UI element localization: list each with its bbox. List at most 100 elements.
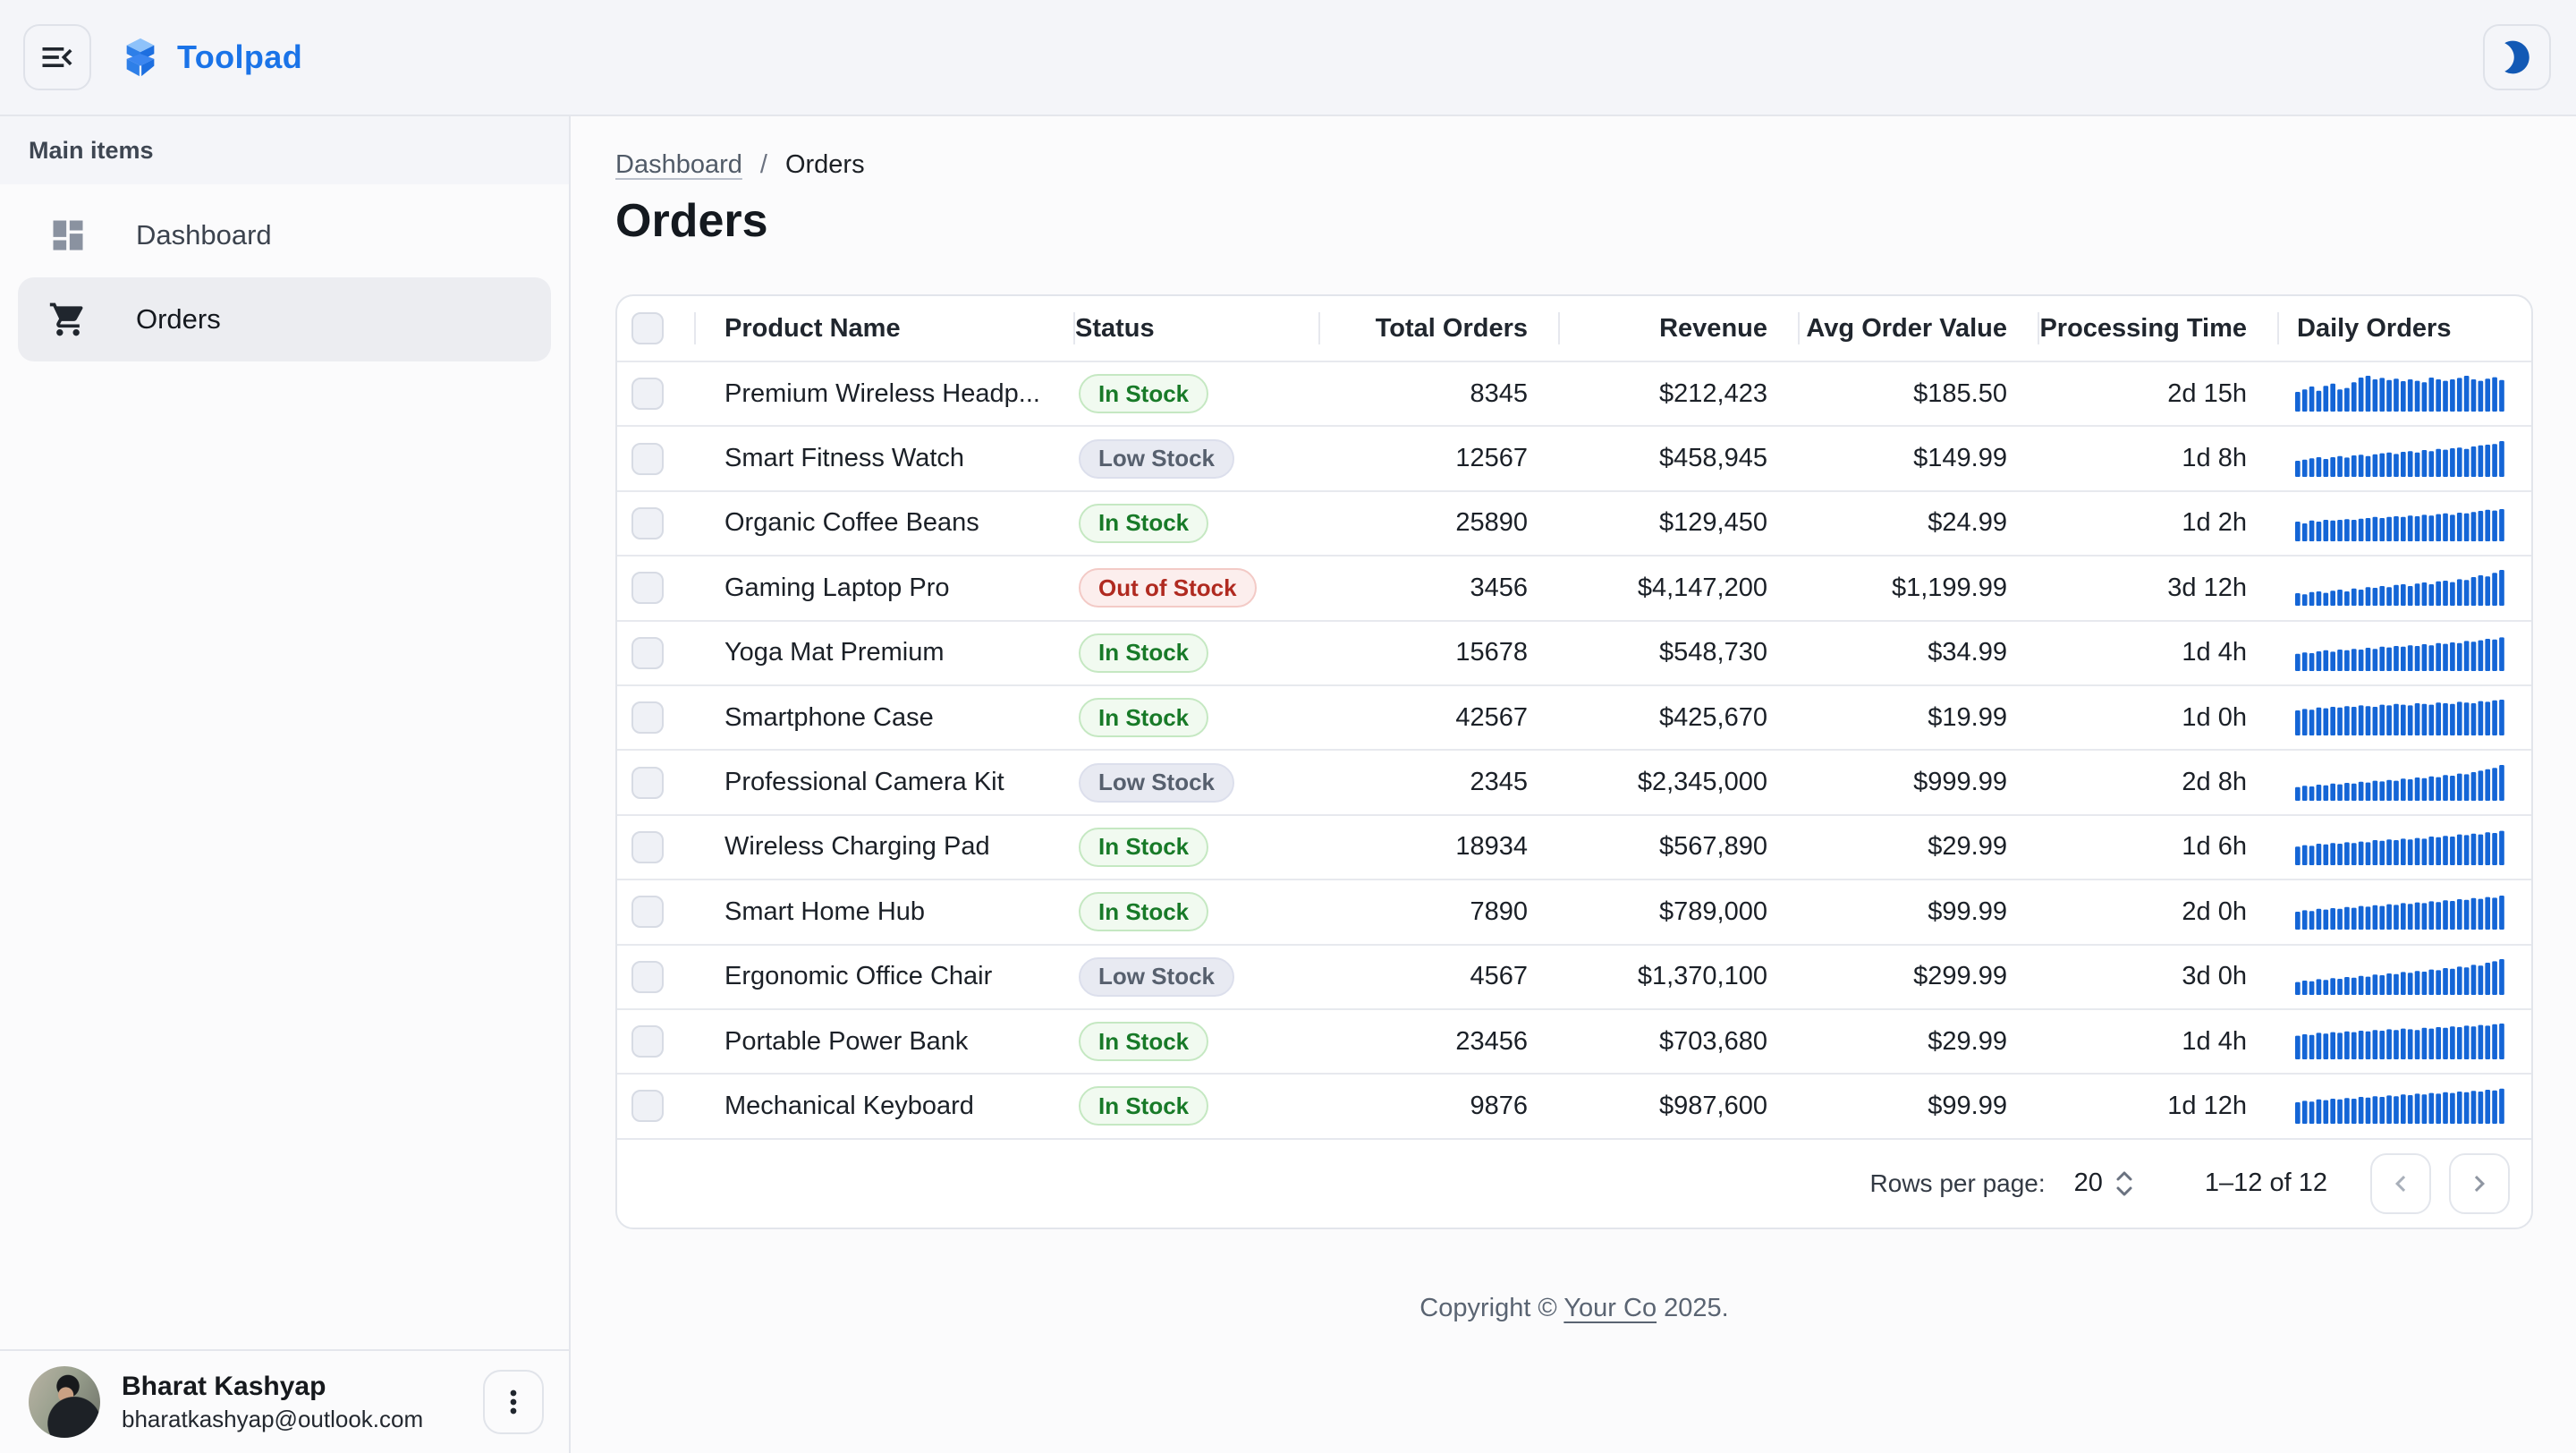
cell-daily-orders-sparkline	[2279, 829, 2531, 865]
cell-avg-order-value: $185.50	[1913, 378, 2007, 408]
cell-total-orders: 42567	[1455, 702, 1528, 732]
previous-page-button[interactable]	[2370, 1152, 2431, 1214]
cell-total-orders: 12567	[1455, 444, 1528, 473]
row-checkbox[interactable]	[631, 830, 664, 863]
next-page-button[interactable]	[2449, 1152, 2510, 1214]
rows-per-page-label: Rows per page:	[1869, 1168, 2046, 1197]
sidebar-item-dashboard[interactable]: Dashboard	[18, 193, 551, 277]
column-header-total[interactable]: Total Orders	[1320, 296, 1560, 361]
user-menu-button[interactable]	[483, 1370, 544, 1434]
toolpad-blocks-icon	[120, 35, 161, 80]
cell-processing-time: 1d 0h	[2182, 702, 2247, 732]
cell-processing-time: 1d 6h	[2182, 832, 2247, 862]
table-row: Ergonomic Office Chair Low Stock 4567 $1…	[617, 943, 2531, 1008]
app-title: Toolpad	[177, 38, 303, 75]
row-checkbox-cell	[617, 362, 696, 425]
user-avatar	[29, 1366, 100, 1438]
sidebar-item-label: Dashboard	[136, 219, 272, 251]
row-checkbox[interactable]	[631, 378, 664, 411]
table-row: Smart Fitness Watch Low Stock 12567 $458…	[617, 425, 2531, 489]
cell-daily-orders-sparkline	[2279, 506, 2531, 541]
column-header-avg[interactable]: Avg Order Value	[1800, 296, 2039, 361]
cell-avg-order-value: $29.99	[1928, 1026, 2007, 1056]
cell-avg-order-value: $149.99	[1913, 444, 2007, 473]
table-row: Premium Wireless Headp... In Stock 8345 …	[617, 361, 2531, 425]
cell-daily-orders-sparkline	[2279, 570, 2531, 607]
table-row: Smartphone Case In Stock 42567 $425,670 …	[617, 684, 2531, 749]
user-account-section: Bharat Kashyap bharatkashyap@outlook.com	[0, 1349, 569, 1453]
cell-daily-orders-sparkline	[2279, 1088, 2531, 1125]
row-checkbox-cell	[617, 557, 696, 619]
row-checkbox-cell	[617, 492, 696, 555]
table-row: Gaming Laptop Pro Out of Stock 3456 $4,1…	[617, 555, 2531, 619]
daily-orders-sparkline	[2295, 764, 2504, 801]
cell-processing-time: 1d 4h	[2182, 1026, 2247, 1056]
cell-total-orders: 7890	[1470, 896, 1528, 926]
row-checkbox-cell	[617, 622, 696, 684]
daily-orders-sparkline	[2295, 440, 2504, 477]
row-checkbox[interactable]	[631, 572, 664, 605]
theme-toggle-button[interactable]	[2483, 24, 2551, 90]
sidebar-subheader: Main items	[0, 116, 569, 184]
row-checkbox[interactable]	[631, 960, 664, 993]
daily-orders-sparkline	[2295, 1024, 2504, 1060]
row-checkbox-cell	[617, 1075, 696, 1137]
column-header-time[interactable]: Processing Time	[2039, 296, 2279, 361]
user-meta: Bharat Kashyap bharatkashyap@outlook.com	[122, 1370, 483, 1434]
row-checkbox-cell	[617, 1010, 696, 1073]
pagination-range: 1–12 of 12	[2204, 1168, 2327, 1198]
row-checkbox[interactable]	[631, 701, 664, 735]
breadcrumb: Dashboard / Orders	[615, 150, 2533, 180]
row-checkbox[interactable]	[631, 636, 664, 669]
column-header-revenue[interactable]: Revenue	[1560, 296, 1800, 361]
sidebar-nav: Dashboard Orders	[0, 184, 569, 361]
cell-status: Low Stock	[1075, 956, 1320, 997]
row-checkbox[interactable]	[631, 1025, 664, 1058]
cell-product-name: Ergonomic Office Chair	[724, 962, 993, 991]
column-header-status[interactable]: Status	[1075, 296, 1320, 361]
column-header-daily[interactable]: Daily Orders	[2297, 313, 2452, 343]
main-content: Dashboard / Orders Orders Product Name St…	[571, 116, 2576, 1453]
cell-total-orders: 23456	[1455, 1026, 1528, 1056]
row-checkbox[interactable]	[631, 896, 664, 929]
copyright-company-link[interactable]: Your Co	[1563, 1293, 1657, 1322]
cell-avg-order-value: $19.99	[1928, 702, 2007, 732]
sidebar-item-orders[interactable]: Orders	[18, 277, 551, 361]
menu-open-icon	[42, 47, 72, 67]
cell-processing-time: 1d 8h	[2182, 444, 2247, 473]
row-checkbox-cell	[617, 816, 696, 879]
page-title: Orders	[615, 195, 768, 247]
cell-daily-orders-sparkline	[2279, 440, 2531, 477]
daily-orders-sparkline	[2295, 637, 2504, 671]
status-badge: In Stock	[1079, 503, 1209, 543]
table-row: Yoga Mat Premium In Stock 15678 $548,730…	[617, 619, 2531, 684]
rows-per-page-select[interactable]: 20	[2074, 1168, 2133, 1198]
row-checkbox[interactable]	[631, 766, 664, 799]
cell-daily-orders-sparkline	[2279, 958, 2531, 995]
cell-daily-orders-sparkline	[2279, 1024, 2531, 1060]
select-all-checkbox[interactable]	[631, 312, 664, 344]
cell-status: In Stock	[1075, 698, 1320, 738]
table-row: Mechanical Keyboard In Stock 9876 $987,6…	[617, 1073, 2531, 1137]
breadcrumb-link-dashboard[interactable]: Dashboard	[615, 150, 742, 179]
cell-total-orders: 4567	[1470, 962, 1528, 991]
cell-product-name: Gaming Laptop Pro	[724, 573, 950, 602]
breadcrumb-separator: /	[759, 150, 767, 179]
sidebar: Main items Dashboard Orders Bharat Kashy…	[0, 116, 571, 1453]
daily-orders-sparkline	[2295, 1089, 2504, 1125]
rows-per-page-value: 20	[2073, 1168, 2103, 1198]
cell-product-name: Portable Power Bank	[724, 1026, 969, 1056]
table-row: Professional Camera Kit Low Stock 2345 $…	[617, 749, 2531, 813]
collapse-menu-button[interactable]	[23, 24, 91, 90]
header-checkbox-cell	[617, 296, 696, 361]
daily-orders-sparkline	[2295, 700, 2504, 736]
column-header-name[interactable]: Product Name	[696, 296, 1075, 361]
row-checkbox[interactable]	[631, 442, 664, 475]
cell-product-name: Premium Wireless Headp...	[724, 378, 1040, 408]
cell-daily-orders-sparkline	[2279, 635, 2531, 671]
row-checkbox[interactable]	[631, 1090, 664, 1123]
cell-avg-order-value: $99.99	[1928, 1091, 2007, 1120]
cell-avg-order-value: $999.99	[1913, 768, 2007, 797]
daily-orders-sparkline	[2295, 508, 2504, 541]
row-checkbox[interactable]	[631, 506, 664, 540]
